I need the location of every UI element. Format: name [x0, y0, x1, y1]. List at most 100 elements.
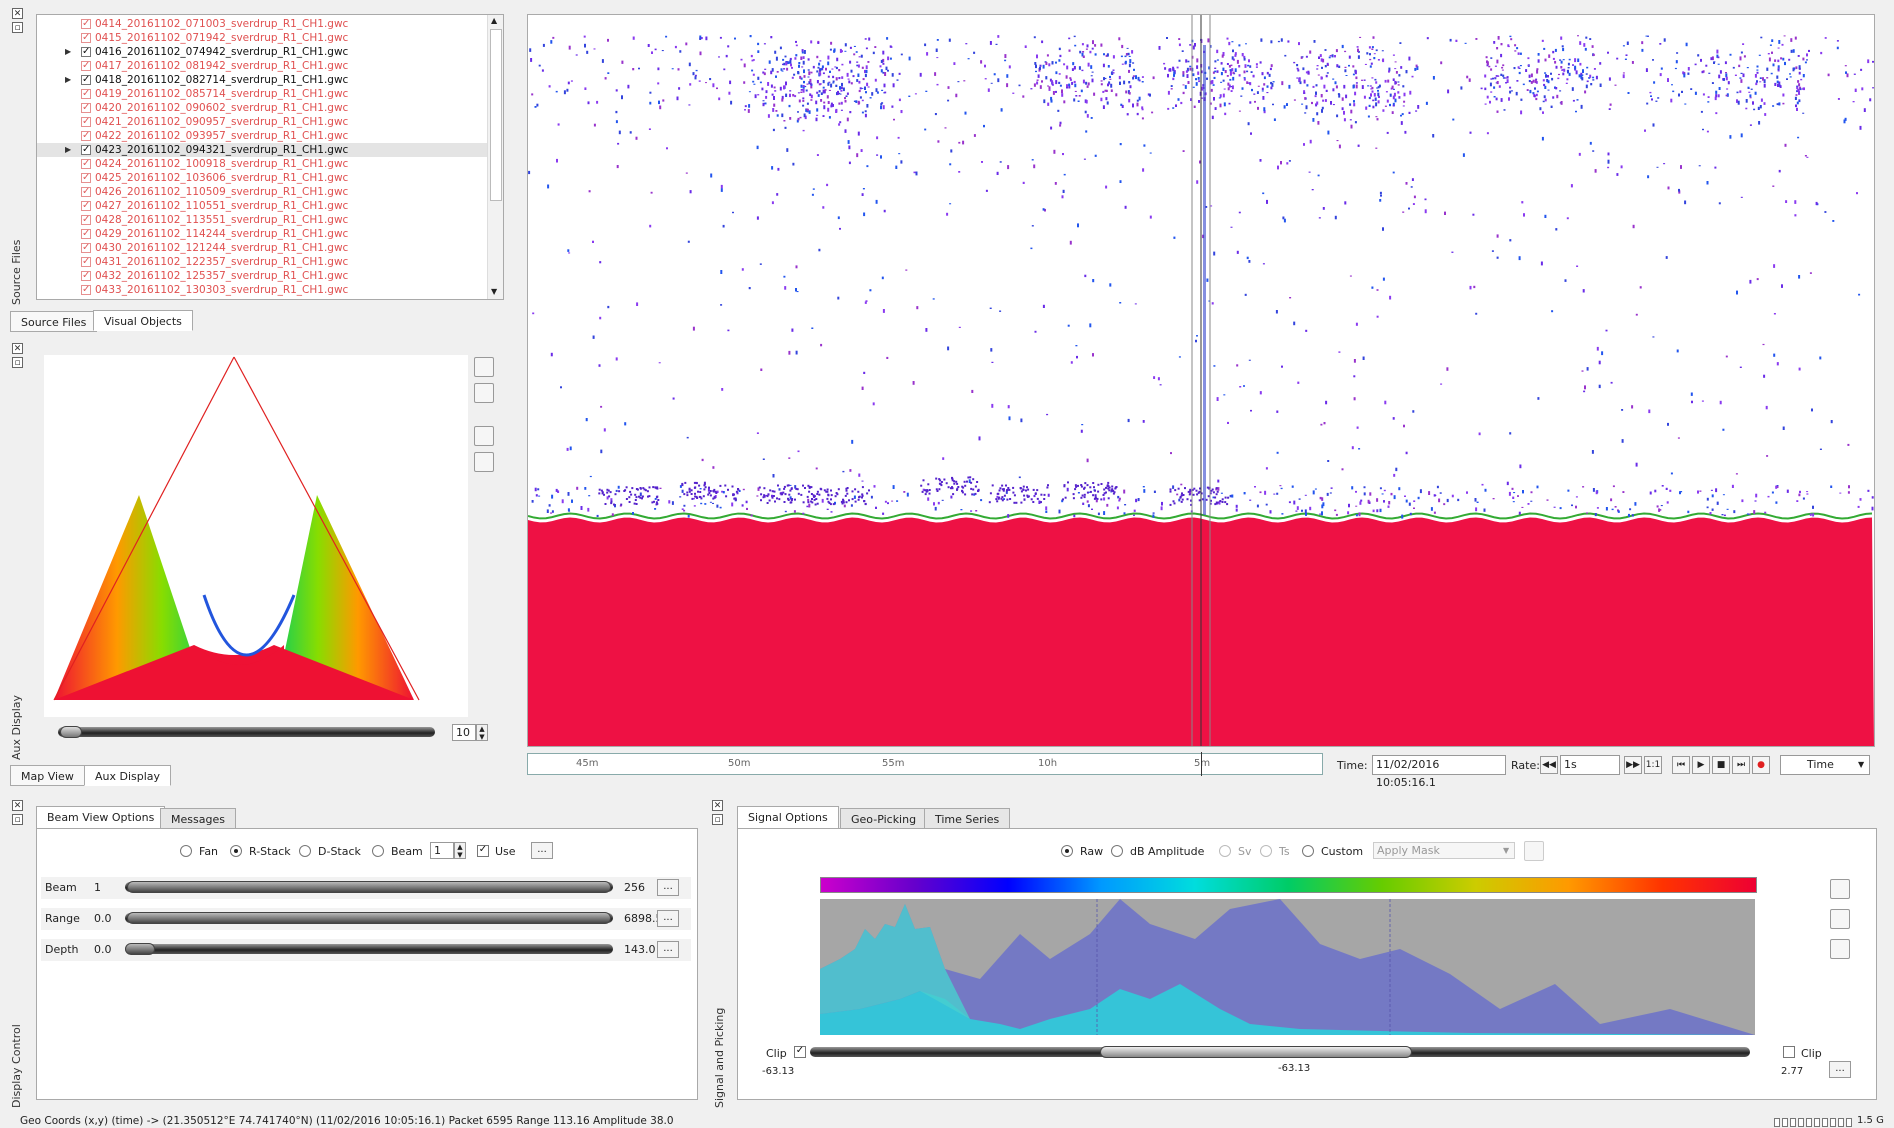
float-icon[interactable]: ▫: [12, 22, 23, 33]
file-checkbox[interactable]: ✓: [81, 116, 91, 127]
play-icon[interactable]: ▶: [1692, 756, 1710, 774]
apply-mask-select[interactable]: Apply Mask: [1373, 842, 1515, 859]
tab-map-view[interactable]: Map View: [10, 765, 85, 786]
file-list-scrollbar[interactable]: ▲ ▼: [487, 15, 503, 299]
download-icon[interactable]: [474, 452, 494, 472]
clip-range-thumb[interactable]: [1100, 1046, 1412, 1058]
file-checkbox[interactable]: ✓: [81, 46, 91, 57]
close-icon[interactable]: ✕: [712, 800, 723, 811]
file-list-item[interactable]: ✓ 0421_20161102_090957_sverdrup_R1_CH1.gw…: [37, 115, 487, 129]
range-slider-track[interactable]: [125, 944, 613, 954]
file-list-item[interactable]: ✓ 0428_20161102_113551_sverdrup_R1_CH1.gw…: [37, 213, 487, 227]
aux-slider-thumb[interactable]: [60, 726, 82, 738]
file-checkbox[interactable]: ✓: [81, 18, 91, 29]
use-checkbox[interactable]: ✓: [477, 844, 489, 857]
file-checkbox[interactable]: ✓: [81, 256, 91, 267]
radio-rstack[interactable]: [230, 845, 242, 857]
range-slider-thumb[interactable]: [127, 912, 611, 924]
file-list-item[interactable]: ✓ 0422_20161102_093957_sverdrup_R1_CH1.gw…: [37, 129, 487, 143]
beam-spin[interactable]: 1: [430, 842, 454, 859]
file-checkbox[interactable]: ✓: [81, 172, 91, 183]
tab-source-files[interactable]: Source Files: [10, 311, 98, 332]
echogram-view[interactable]: [527, 14, 1875, 747]
fast-forward-icon[interactable]: ▶▶: [1624, 756, 1642, 774]
radio-dstack[interactable]: [299, 845, 311, 857]
expand-arrow-icon[interactable]: ▶: [65, 145, 72, 154]
file-list-item[interactable]: ✓ 0414_20161102_071003_sverdrup_R1_CH1.gw…: [37, 17, 487, 31]
spin-arrows-icon[interactable]: ▲ ▼: [476, 724, 488, 741]
file-checkbox[interactable]: ✓: [81, 214, 91, 225]
file-checkbox[interactable]: ✓: [81, 158, 91, 169]
clip-left-checkbox[interactable]: ✓: [794, 1045, 806, 1058]
range-more-button[interactable]: ...: [657, 941, 679, 958]
file-list-item[interactable]: ✓ 0417_20161102_081942_sverdrup_R1_CH1.gw…: [37, 59, 487, 73]
tab-geo-picking[interactable]: Geo-Picking: [840, 808, 928, 829]
file-checkbox[interactable]: ✓: [81, 32, 91, 43]
file-list-item[interactable]: ✓ 0431_20161102_122357_sverdrup_R1_CH1.gw…: [37, 255, 487, 269]
close-icon[interactable]: ✕: [12, 343, 23, 354]
tab-visual-objects[interactable]: Visual Objects: [93, 310, 193, 331]
skip-forward-icon[interactable]: ⏭: [1732, 756, 1750, 774]
file-checkbox[interactable]: ✓: [81, 144, 91, 155]
file-list-item[interactable]: ✓ 0430_20161102_121244_sverdrup_R1_CH1.gw…: [37, 241, 487, 255]
colormap-icon[interactable]: [1830, 879, 1850, 899]
rewind-icon[interactable]: ◀◀: [1540, 756, 1558, 774]
expand-arrow-icon[interactable]: ▶: [65, 47, 72, 56]
tab-beam-view-options[interactable]: Beam View Options: [36, 806, 166, 829]
tab-signal-options[interactable]: Signal Options: [737, 806, 839, 829]
file-list-item[interactable]: ✓ 0433_20161102_130303_sverdrup_R1_CH1.gw…: [37, 283, 487, 297]
lock-icon[interactable]: [1830, 909, 1850, 929]
eye-icon[interactable]: [474, 426, 494, 446]
file-checkbox[interactable]: ✓: [81, 242, 91, 253]
float-icon[interactable]: ▫: [712, 814, 723, 825]
file-list-item[interactable]: ▶ ✓ 0418_20161102_082714_sverdrup_R1_CH1.g…: [37, 73, 487, 87]
expand-arrow-icon[interactable]: ▶: [65, 75, 72, 84]
file-checkbox[interactable]: ✓: [81, 270, 91, 281]
file-list-item[interactable]: ✓ 0426_20161102_110509_sverdrup_R1_CH1.gw…: [37, 185, 487, 199]
radio-db-amplitude[interactable]: [1111, 845, 1123, 857]
histogram-chart[interactable]: [820, 899, 1755, 1035]
radio-raw[interactable]: [1061, 845, 1073, 857]
radio-ts[interactable]: [1260, 845, 1272, 857]
aux-slider-track[interactable]: [58, 727, 435, 737]
mode-select[interactable]: Time: [1780, 755, 1870, 775]
file-list-item[interactable]: ✓ 0424_20161102_100918_sverdrup_R1_CH1.gw…: [37, 157, 487, 171]
scroll-up-icon[interactable]: ▲: [491, 16, 498, 25]
ratio-button[interactable]: 1:1: [1644, 756, 1662, 774]
timeline-cursor[interactable]: [1201, 752, 1202, 776]
file-checkbox[interactable]: ✓: [81, 88, 91, 99]
zoom-icon[interactable]: [474, 383, 494, 403]
tab-aux-display[interactable]: Aux Display: [84, 765, 172, 786]
radio-beam[interactable]: [372, 845, 384, 857]
chevron-down-icon[interactable]: ▼: [1503, 846, 1510, 855]
file-list-item[interactable]: ✓ 0419_20161102_085714_sverdrup_R1_CH1.gw…: [37, 87, 487, 101]
fit-view-icon[interactable]: [474, 357, 494, 377]
range-slider-thumb[interactable]: [127, 881, 611, 893]
time-input[interactable]: 11/02/2016 10:05:16.1: [1372, 755, 1506, 789]
rate-input[interactable]: 1s: [1560, 755, 1620, 775]
source-file-list[interactable]: ✓ 0414_20161102_071003_sverdrup_R1_CH1.gw…: [36, 14, 504, 300]
scroll-down-icon[interactable]: ▼: [491, 287, 498, 296]
float-icon[interactable]: ▫: [12, 814, 23, 825]
file-list-item[interactable]: ✓ 0432_20161102_125357_sverdrup_R1_CH1.gw…: [37, 269, 487, 283]
range-more-button[interactable]: ...: [657, 879, 679, 896]
file-checkbox[interactable]: ✓: [81, 74, 91, 85]
file-checkbox[interactable]: ✓: [81, 60, 91, 71]
skip-back-icon[interactable]: ⏮: [1672, 756, 1690, 774]
close-icon[interactable]: ✕: [12, 8, 23, 19]
file-checkbox[interactable]: ✓: [81, 102, 91, 113]
file-list-item[interactable]: ▶ ✓ 0423_20161102_094321_sverdrup_R1_CH1.g…: [37, 143, 487, 157]
file-checkbox[interactable]: ✓: [81, 200, 91, 211]
file-checkbox[interactable]: ✓: [81, 130, 91, 141]
file-list-item[interactable]: ✓ 0420_20161102_090602_sverdrup_R1_CH1.gw…: [37, 101, 487, 115]
mask-settings-icon[interactable]: [1524, 841, 1544, 861]
radio-fan[interactable]: [180, 845, 192, 857]
tab-time-series[interactable]: Time Series: [924, 808, 1011, 829]
clip-right-checkbox[interactable]: [1783, 1046, 1795, 1058]
stop-icon[interactable]: ■: [1712, 756, 1730, 774]
file-list-item[interactable]: ▶ ✓ 0416_20161102_074942_sverdrup_R1_CH1.g…: [37, 45, 487, 59]
file-checkbox[interactable]: ✓: [81, 228, 91, 239]
float-icon[interactable]: ▫: [12, 357, 23, 368]
aux-fan-view[interactable]: [44, 355, 468, 717]
file-list-item[interactable]: ✓ 0425_20161102_103606_sverdrup_R1_CH1.gw…: [37, 171, 487, 185]
